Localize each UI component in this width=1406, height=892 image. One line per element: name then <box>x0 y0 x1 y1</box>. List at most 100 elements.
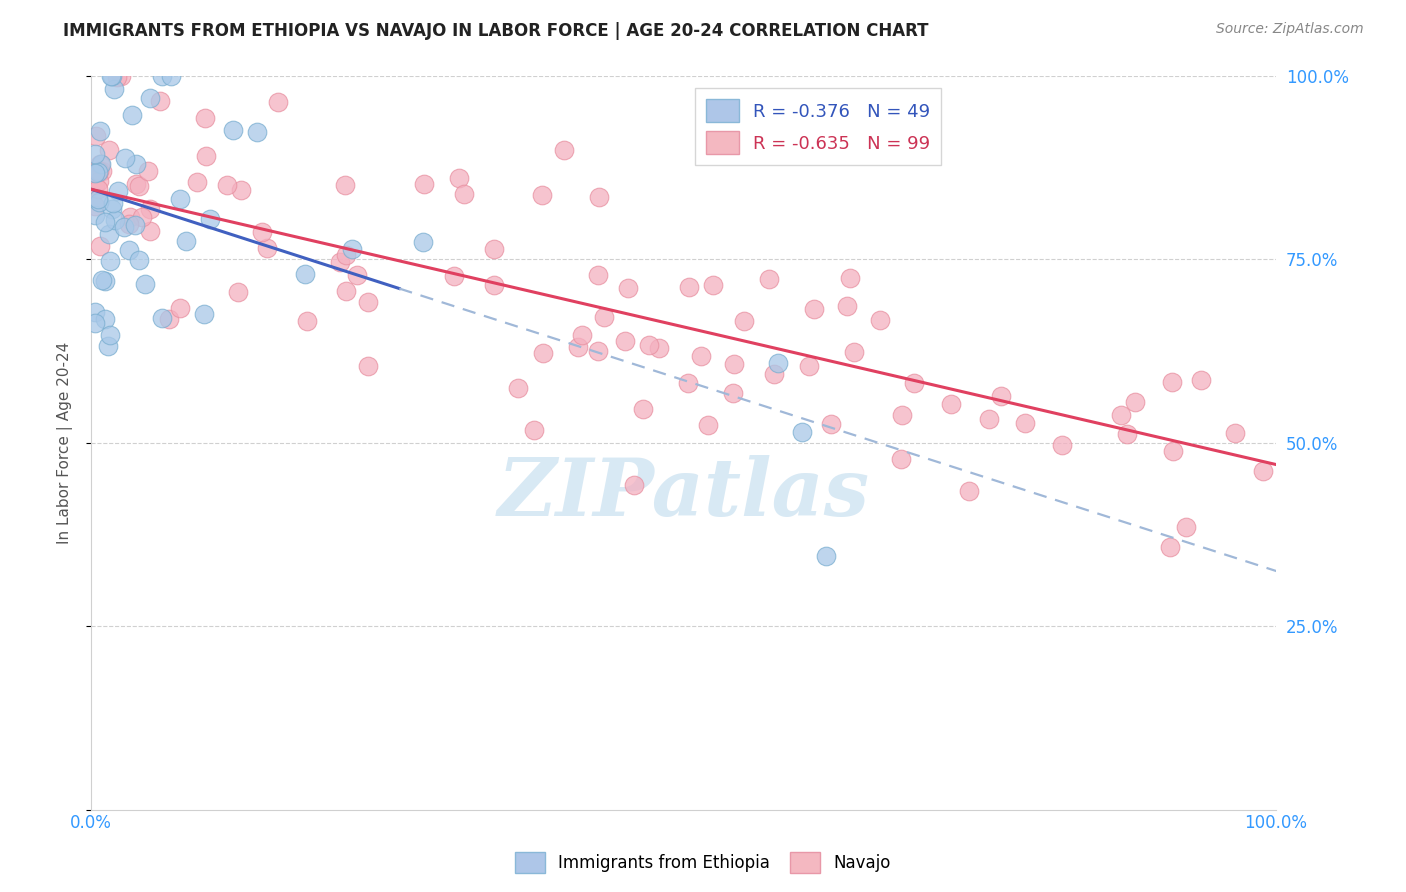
Point <box>530 188 553 202</box>
Point <box>105 70 128 84</box>
Point <box>1159 540 1181 554</box>
Point <box>91 272 114 286</box>
Point <box>152 69 174 83</box>
Point <box>1223 426 1246 441</box>
Point <box>107 184 129 198</box>
Point <box>266 95 288 109</box>
Point <box>508 381 530 395</box>
Text: ZIPatlas: ZIPatlas <box>498 455 870 533</box>
Point <box>110 69 132 83</box>
Point <box>768 356 790 370</box>
Point <box>149 95 172 109</box>
Point <box>1111 408 1133 422</box>
Point <box>103 82 125 96</box>
Y-axis label: In Labor Force | Age 20-24: In Labor Force | Age 20-24 <box>58 342 73 543</box>
Point <box>256 241 278 255</box>
Point <box>721 385 744 400</box>
Point <box>792 425 814 440</box>
Point <box>890 451 912 466</box>
Point <box>169 301 191 315</box>
Point <box>97 339 120 353</box>
Point <box>1115 427 1137 442</box>
Point <box>567 340 589 354</box>
Point <box>87 174 110 188</box>
Point <box>357 295 380 310</box>
Legend: R = -0.376   N = 49, R = -0.635   N = 99: R = -0.376 N = 49, R = -0.635 N = 99 <box>696 88 941 165</box>
Text: IMMIGRANTS FROM ETHIOPIA VS NAVAJO IN LABOR FORCE | AGE 20-24 CORRELATION CHART: IMMIGRANTS FROM ETHIOPIA VS NAVAJO IN LA… <box>63 22 929 40</box>
Point <box>125 157 148 171</box>
Point <box>139 91 162 105</box>
Point <box>696 418 718 433</box>
Point <box>1014 417 1036 431</box>
Point <box>614 334 637 348</box>
Point <box>294 267 316 281</box>
Point <box>84 146 107 161</box>
Point <box>523 423 546 437</box>
Point <box>890 409 912 423</box>
Point <box>159 69 181 83</box>
Point <box>1125 395 1147 409</box>
Point <box>631 402 654 417</box>
Point <box>340 242 363 256</box>
Point <box>1189 373 1212 387</box>
Point <box>118 218 141 232</box>
Point <box>100 69 122 83</box>
Point <box>94 215 117 229</box>
Point <box>139 202 162 216</box>
Point <box>447 171 470 186</box>
Point <box>157 311 180 326</box>
Point <box>250 225 273 239</box>
Point <box>186 175 208 189</box>
Point <box>990 389 1012 403</box>
Point <box>763 367 786 381</box>
Point <box>758 272 780 286</box>
Point <box>103 196 125 211</box>
Point <box>83 304 105 318</box>
Point <box>443 268 465 283</box>
Point <box>531 345 554 359</box>
Point <box>93 274 115 288</box>
Point <box>835 299 858 313</box>
Point <box>128 253 150 268</box>
Point <box>412 178 434 192</box>
Point <box>939 396 962 410</box>
Point <box>648 342 671 356</box>
Point <box>586 268 609 282</box>
Point <box>169 193 191 207</box>
Point <box>1251 464 1274 478</box>
Point <box>246 125 269 139</box>
Point <box>869 313 891 327</box>
Point <box>638 337 661 351</box>
Point <box>121 108 143 122</box>
Point <box>903 376 925 390</box>
Point <box>592 310 614 325</box>
Point <box>217 178 239 192</box>
Point <box>87 194 110 209</box>
Point <box>335 248 357 262</box>
Point <box>1175 520 1198 534</box>
Point <box>83 198 105 212</box>
Point <box>118 243 141 257</box>
Point <box>124 219 146 233</box>
Point <box>134 277 156 291</box>
Point <box>328 255 350 269</box>
Point <box>128 178 150 193</box>
Point <box>678 280 700 294</box>
Point <box>482 242 505 256</box>
Point <box>1161 444 1184 458</box>
Point <box>87 165 110 179</box>
Point <box>174 234 197 248</box>
Point <box>226 285 249 300</box>
Point <box>87 182 110 196</box>
Point <box>571 327 593 342</box>
Point <box>586 343 609 358</box>
Point <box>87 192 110 206</box>
Point <box>89 157 111 171</box>
Point <box>484 277 506 292</box>
Point <box>100 202 122 216</box>
Point <box>195 149 218 163</box>
Point <box>814 549 837 564</box>
Point <box>101 69 124 83</box>
Point <box>100 253 122 268</box>
Point <box>84 128 107 143</box>
